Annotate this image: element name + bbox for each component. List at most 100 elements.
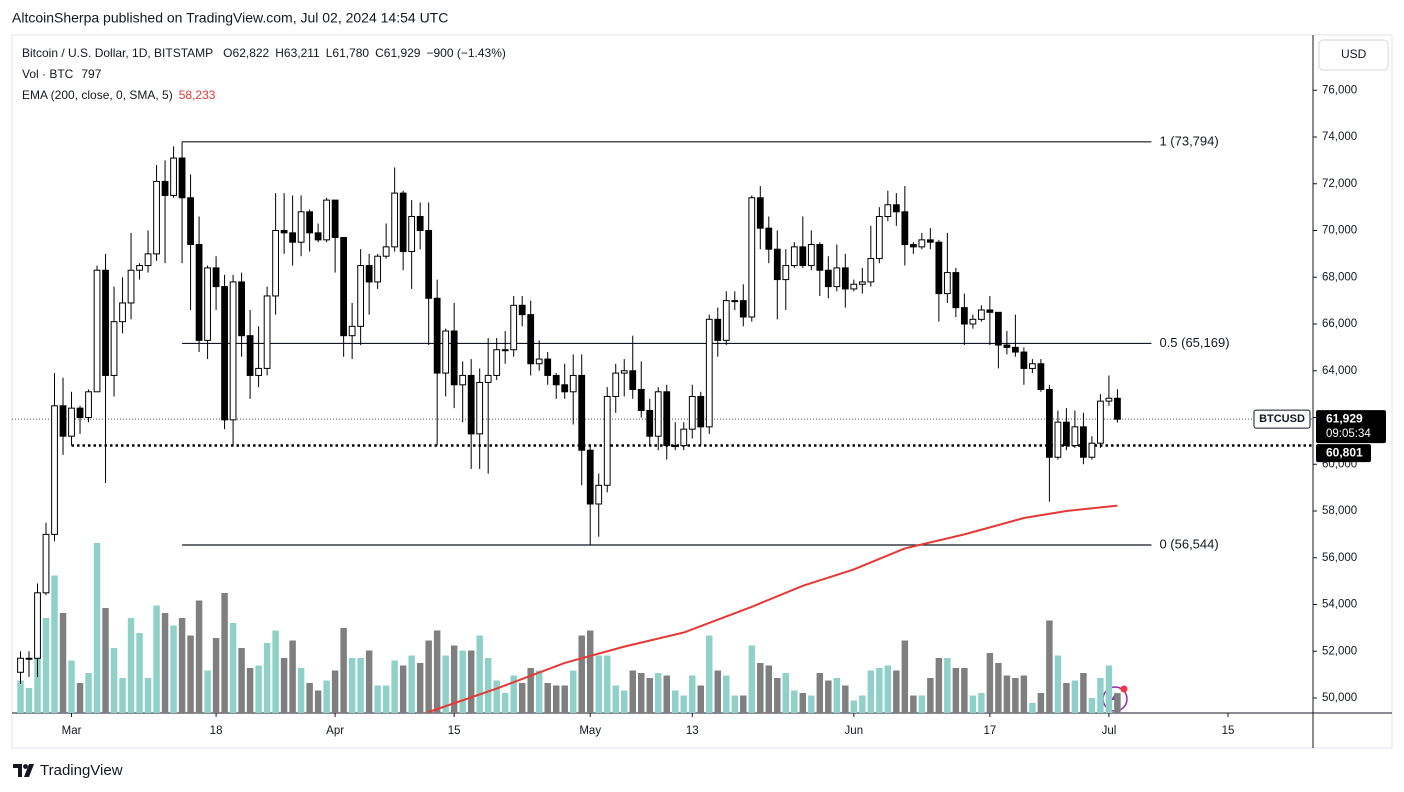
candle-body bbox=[280, 230, 288, 234]
volume-bar bbox=[331, 670, 339, 713]
volume-bar bbox=[569, 670, 577, 713]
candle-body bbox=[807, 244, 815, 267]
volume-bar bbox=[969, 695, 977, 713]
volume-bar bbox=[450, 645, 458, 713]
legend-volume-value: 797 bbox=[81, 67, 101, 81]
countdown-label: 09:05:34 bbox=[1326, 428, 1371, 440]
candle-body bbox=[892, 204, 900, 213]
volume-bar bbox=[740, 695, 747, 713]
volume-bar bbox=[442, 655, 449, 713]
volume-bar bbox=[731, 695, 739, 713]
fib-level-label: 0.5 (65,169) bbox=[1159, 335, 1229, 350]
candle-body bbox=[935, 241, 943, 295]
candle-body bbox=[408, 215, 416, 253]
candle-body bbox=[170, 157, 177, 196]
candle-body bbox=[977, 309, 985, 320]
volume-bar bbox=[433, 630, 441, 713]
legend-value: 61,780 bbox=[332, 46, 369, 60]
volume-bar bbox=[655, 673, 662, 713]
candle-body bbox=[586, 449, 594, 505]
candle-body bbox=[17, 657, 24, 673]
volume-bar bbox=[689, 675, 696, 713]
candle-body bbox=[918, 239, 926, 248]
candle-body bbox=[195, 244, 203, 341]
volume-bar bbox=[1029, 703, 1036, 713]
volume-bar bbox=[178, 618, 186, 713]
volume-bar bbox=[221, 593, 228, 713]
candle-body bbox=[1029, 363, 1036, 369]
candle-body bbox=[289, 232, 296, 243]
volume-bar bbox=[467, 650, 475, 713]
volume-bar bbox=[561, 685, 568, 713]
candle-body bbox=[986, 309, 994, 313]
candle-body bbox=[238, 281, 245, 337]
volume-bar bbox=[544, 683, 551, 713]
volume-bar bbox=[297, 668, 305, 713]
candle-body bbox=[221, 286, 228, 421]
volume-bar bbox=[510, 675, 517, 713]
volume-bar bbox=[289, 640, 296, 713]
candle-body bbox=[25, 657, 33, 660]
last-price-tag bbox=[1316, 410, 1386, 444]
candle-body bbox=[467, 374, 475, 435]
candle-body bbox=[34, 592, 41, 659]
volume-bar bbox=[621, 690, 628, 713]
volume-bar bbox=[323, 680, 330, 713]
volume-bar bbox=[493, 680, 500, 713]
y-tick-label: 56,000 bbox=[1322, 552, 1357, 564]
legend-line: Bitcoin / U.S. Dollar, 1D, BITSTAMP O62,8… bbox=[22, 46, 506, 60]
volume-bar bbox=[340, 628, 347, 713]
y-tick-label: 50,000 bbox=[1322, 692, 1357, 704]
candle-body bbox=[348, 325, 356, 337]
currency-button[interactable] bbox=[1318, 39, 1389, 71]
candle-body bbox=[952, 272, 960, 309]
volume-bar bbox=[808, 695, 815, 713]
volume-bar bbox=[1105, 665, 1113, 713]
x-tick-label: 15 bbox=[448, 725, 461, 737]
volume-bar bbox=[859, 695, 866, 713]
volume-bar bbox=[714, 670, 722, 713]
volume-bar bbox=[910, 695, 917, 713]
volume-bar bbox=[1037, 693, 1045, 713]
candle-body bbox=[433, 297, 441, 374]
candle-body bbox=[867, 258, 875, 283]
volume-bar bbox=[1088, 698, 1096, 713]
candle-body bbox=[93, 269, 101, 393]
chart-frame bbox=[11, 34, 1393, 749]
candle-body bbox=[756, 197, 764, 229]
volume-bar bbox=[825, 680, 832, 713]
volume-bar bbox=[782, 673, 790, 713]
candle-body bbox=[697, 395, 705, 428]
candle-body bbox=[782, 265, 790, 281]
candle-body bbox=[535, 358, 543, 365]
candle-body bbox=[654, 391, 662, 437]
candle-body bbox=[714, 318, 722, 341]
volume-bar bbox=[136, 633, 143, 713]
candle-body bbox=[901, 211, 909, 246]
volume-bar bbox=[365, 650, 373, 713]
candle-body bbox=[127, 269, 135, 304]
volume-bar bbox=[850, 700, 858, 713]
volume-bar bbox=[1114, 693, 1121, 713]
candle-body bbox=[518, 304, 526, 316]
candle-body bbox=[926, 239, 934, 243]
volume-bar bbox=[255, 665, 262, 713]
volume-bar bbox=[901, 640, 909, 713]
volume-bar bbox=[595, 655, 602, 713]
volume-bar bbox=[663, 675, 670, 713]
symbol-tag bbox=[1253, 409, 1311, 429]
volume-bar bbox=[476, 635, 483, 713]
candle-body bbox=[994, 311, 1002, 346]
legend-key: H bbox=[275, 46, 284, 60]
x-tick-label: 13 bbox=[686, 725, 699, 737]
candle-body bbox=[748, 197, 756, 318]
volume-bar bbox=[187, 635, 194, 713]
x-tick-label: Apr bbox=[326, 725, 344, 737]
volume-bar bbox=[774, 678, 781, 713]
volume-bar bbox=[535, 670, 543, 713]
volume-bar bbox=[723, 675, 730, 713]
volume-bar bbox=[382, 685, 390, 713]
candle-body bbox=[246, 335, 254, 376]
candle-body bbox=[42, 533, 50, 594]
fib-level-label: 1 (73,794) bbox=[1159, 133, 1218, 148]
